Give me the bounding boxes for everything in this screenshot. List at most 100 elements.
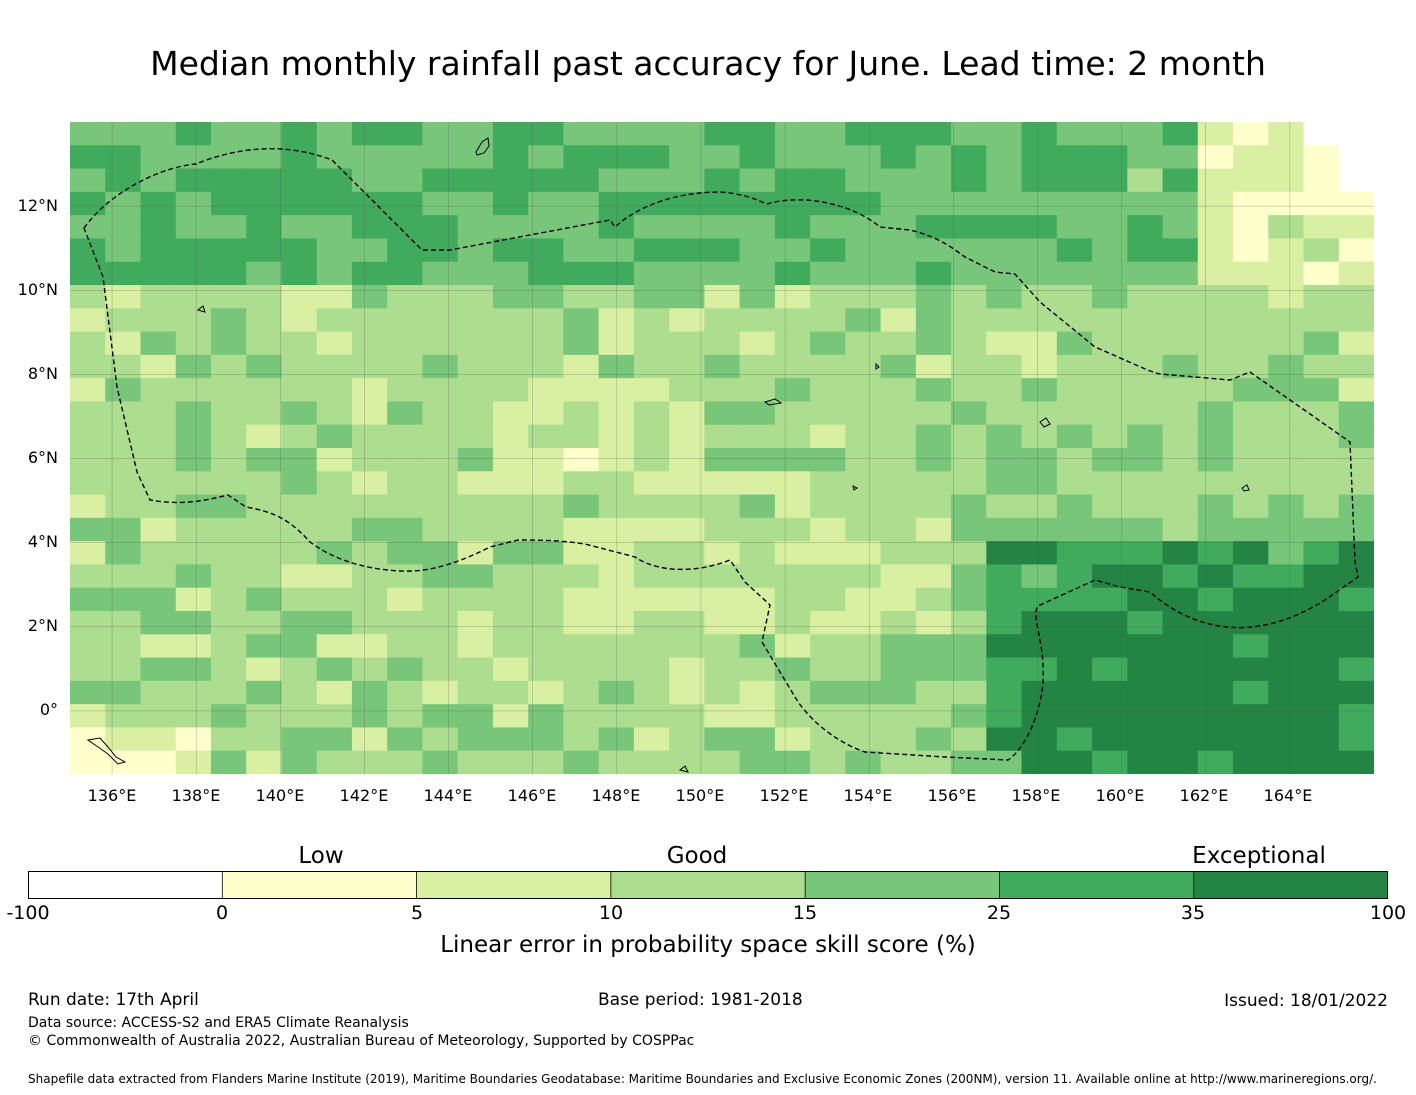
skill-cell	[105, 215, 142, 240]
lon-label: 158°E	[1011, 786, 1061, 805]
skill-cell	[316, 215, 353, 240]
skill-cell	[1162, 354, 1199, 379]
skill-cell	[387, 308, 424, 333]
skill-cell	[951, 564, 987, 589]
skill-cell	[281, 261, 318, 286]
skill-cell	[986, 215, 1023, 240]
skill-cell	[1268, 564, 1305, 589]
skill-cell	[986, 611, 1023, 635]
skill-cell	[1268, 122, 1305, 146]
skill-cell	[316, 238, 353, 263]
skill-cell	[1197, 238, 1234, 263]
skill-cell	[915, 401, 952, 426]
skill-cell	[422, 354, 459, 379]
skill-cell	[739, 727, 776, 752]
skill-cell	[810, 517, 846, 542]
skill-cell	[669, 401, 705, 426]
skill-cell	[880, 680, 917, 705]
skill-cell	[880, 634, 917, 659]
skill-cell	[70, 191, 106, 216]
skill-cell	[1021, 308, 1058, 333]
skill-cell	[880, 145, 917, 170]
skill-cell	[810, 261, 846, 286]
skill-cell	[704, 122, 741, 146]
skill-cell	[246, 680, 283, 705]
skill-cell	[1092, 378, 1128, 403]
skill-cell	[1233, 680, 1269, 705]
skill-cell	[1268, 634, 1305, 659]
skill-cell	[457, 168, 494, 193]
skill-cell	[246, 308, 283, 333]
skill-cell	[210, 680, 247, 705]
skill-cell	[1303, 424, 1340, 449]
skill-cell	[281, 634, 318, 659]
skill-cell	[951, 424, 987, 449]
skill-cell	[1268, 331, 1305, 356]
skill-cell	[669, 424, 705, 449]
skill-cell	[281, 587, 318, 612]
skill-cell	[1092, 401, 1128, 426]
skill-cell	[70, 308, 106, 333]
skill-cell	[70, 238, 106, 263]
map-panel[interactable]	[70, 122, 1374, 774]
skill-cell	[528, 750, 564, 774]
skill-cell	[739, 122, 776, 146]
skill-cell	[810, 308, 846, 333]
skill-cell	[1092, 354, 1128, 379]
skill-cell	[387, 494, 424, 519]
skill-cell	[598, 564, 635, 589]
skill-cell	[915, 354, 952, 379]
skill-cell	[915, 191, 952, 216]
skill-cell	[1092, 727, 1128, 752]
skill-cell	[140, 611, 177, 635]
skill-cell	[739, 378, 776, 403]
skill-cell	[845, 401, 882, 426]
colorbar-bin	[999, 871, 1195, 899]
skill-cell	[1338, 471, 1374, 496]
skill-cell	[422, 634, 459, 659]
skill-cell	[422, 564, 459, 589]
skill-cell	[633, 308, 670, 333]
skill-cell	[492, 378, 529, 403]
skill-cell	[1056, 401, 1093, 426]
skill-cell	[986, 448, 1023, 472]
skill-cell	[1092, 704, 1128, 729]
data-source: Data source: ACCESS-S2 and ERA5 Climate …	[28, 1015, 409, 1031]
lon-label: 142°E	[339, 786, 389, 805]
skill-cell	[1268, 448, 1305, 472]
skill-cell	[210, 215, 247, 240]
skill-cell	[739, 331, 776, 356]
skill-cell	[105, 564, 142, 589]
skill-cell	[951, 122, 987, 146]
skill-cell	[845, 611, 882, 635]
skill-cell	[1056, 285, 1093, 309]
skill-cell	[70, 541, 106, 566]
skill-cell	[457, 517, 494, 542]
skill-cell	[845, 494, 882, 519]
skill-cell	[845, 634, 882, 659]
skill-cell	[1197, 168, 1234, 193]
colorbar-tick: 25	[986, 902, 1012, 924]
skill-cell	[492, 587, 529, 612]
skill-cell	[351, 750, 388, 774]
skill-cell	[1268, 541, 1305, 566]
skill-cell	[210, 494, 247, 519]
skill-cell	[422, 378, 459, 403]
skill-cell	[422, 471, 459, 496]
skill-cell	[105, 145, 142, 170]
skill-cell	[1056, 494, 1093, 519]
skill-cell	[457, 494, 494, 519]
colorbar-tick: 15	[792, 902, 818, 924]
skill-cell	[387, 331, 424, 356]
skill-cell	[1056, 378, 1093, 403]
skill-cell	[1268, 191, 1305, 216]
skill-cell	[1197, 587, 1234, 612]
skill-cell	[774, 308, 811, 333]
skill-cell	[810, 564, 846, 589]
skill-cell	[1092, 448, 1128, 472]
skill-cell	[986, 750, 1023, 774]
skill-cell	[316, 494, 353, 519]
skill-cell	[598, 657, 635, 682]
lat-label: 10°N	[17, 280, 58, 299]
skill-cell	[1303, 634, 1340, 659]
